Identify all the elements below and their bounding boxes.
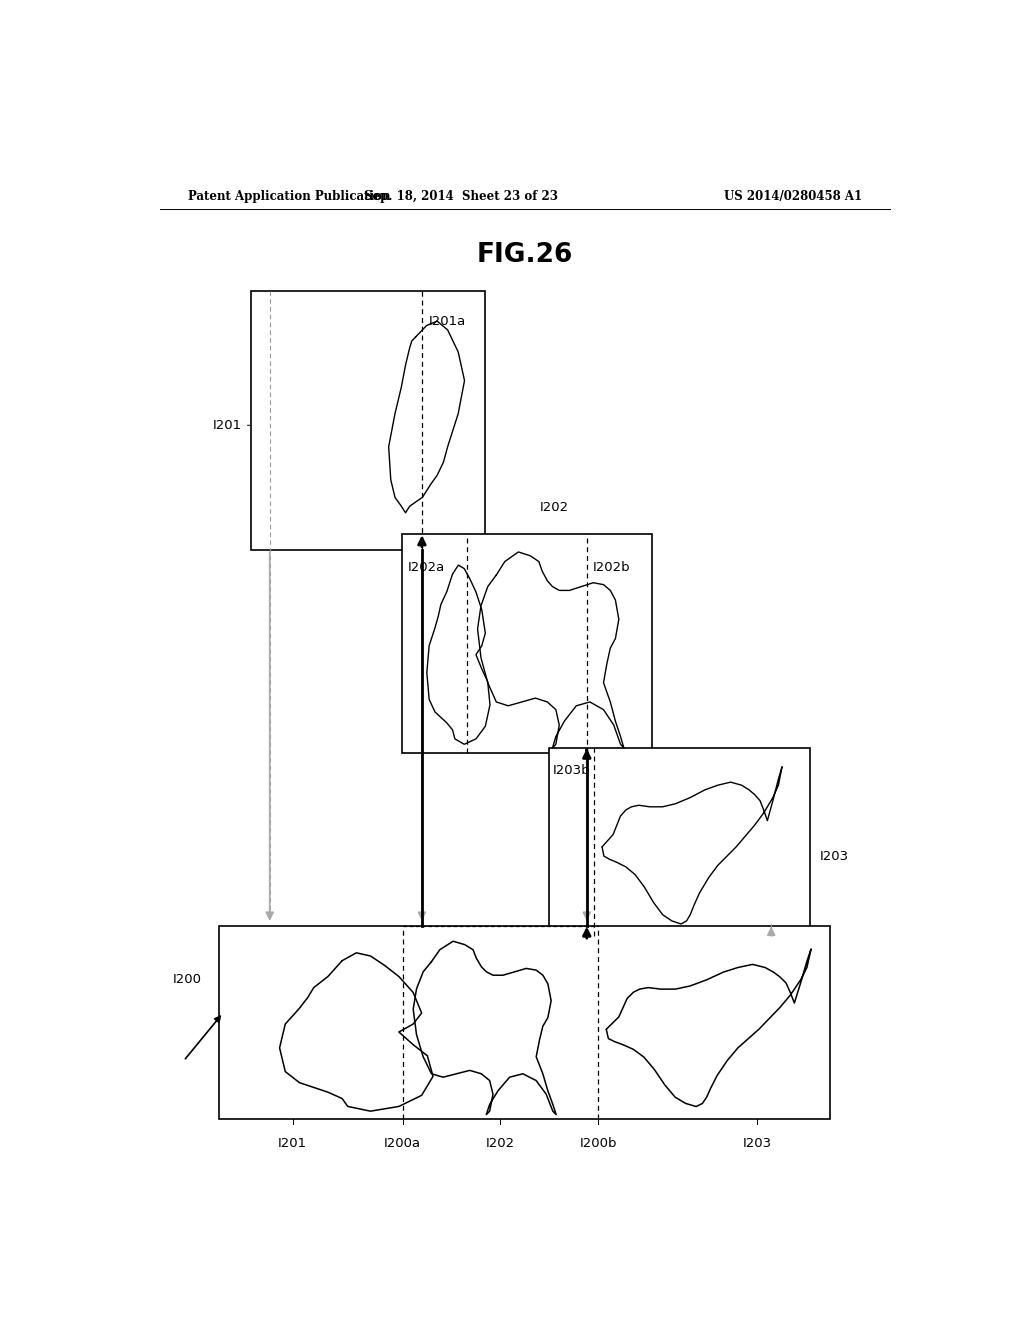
Text: Sep. 18, 2014  Sheet 23 of 23: Sep. 18, 2014 Sheet 23 of 23	[365, 190, 558, 202]
Text: I201: I201	[212, 418, 242, 432]
Bar	[401, 535, 651, 752]
Text: I202b: I202b	[593, 561, 631, 574]
Text: I201: I201	[279, 1138, 307, 1150]
Text: I200: I200	[173, 973, 202, 986]
Text: US 2014/0280458 A1: US 2014/0280458 A1	[724, 190, 862, 202]
Text: I202: I202	[540, 502, 568, 515]
Bar	[219, 925, 830, 1119]
Bar	[251, 290, 485, 549]
Text: I200b: I200b	[580, 1138, 616, 1150]
Text: I203: I203	[820, 850, 849, 863]
Text: I200a: I200a	[384, 1138, 421, 1150]
Bar	[549, 748, 811, 936]
Text: FIG.26: FIG.26	[476, 242, 573, 268]
Text: Patent Application Publication: Patent Application Publication	[187, 190, 390, 202]
Text: I203: I203	[742, 1138, 771, 1150]
Text: I202a: I202a	[409, 561, 445, 574]
Text: I201a: I201a	[428, 315, 466, 329]
Text: I202: I202	[485, 1138, 515, 1150]
Text: I203b: I203b	[553, 764, 591, 777]
